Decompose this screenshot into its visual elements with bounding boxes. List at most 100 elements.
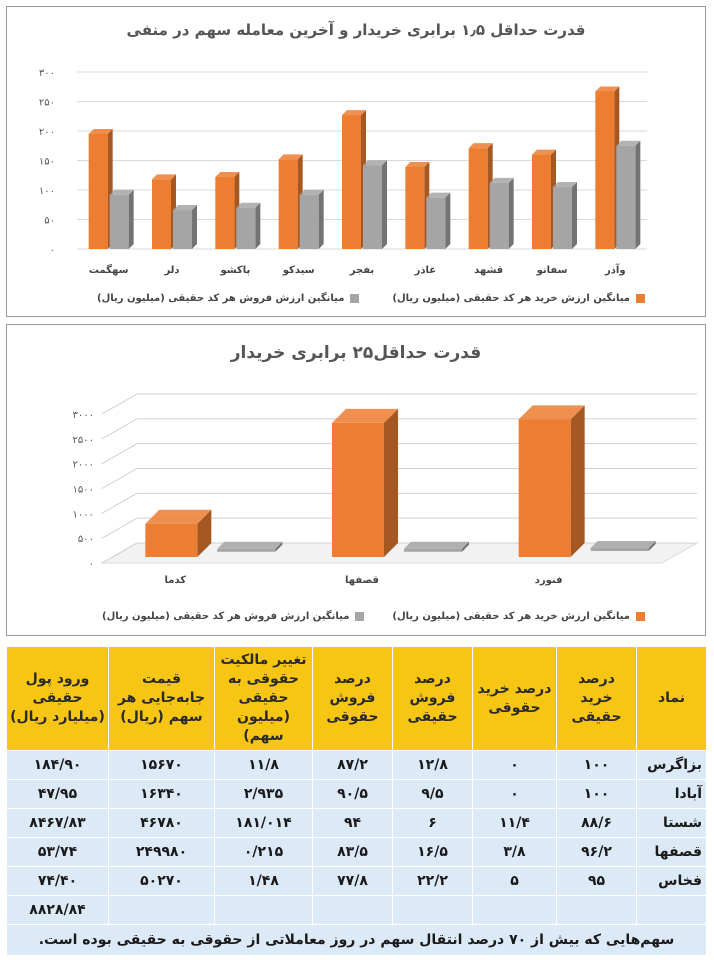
table-total-row: ۸۸۲۸/۸۴	[6, 895, 707, 925]
bar-sell-top	[299, 189, 324, 195]
cell: ۱۶۳۴۰	[108, 779, 215, 809]
header-ownership-change: تغییر مالکیت حقوقی به حقیقی (میلیون سهم)	[214, 646, 313, 751]
cell: ۴۷/۹۵	[6, 779, 109, 809]
bar-sell-side	[648, 541, 656, 552]
bar-sell-side	[445, 192, 451, 249]
chart-1-title: قدرت حداقل ۱٫۵ برابری خریدار و آخرین معا…	[126, 21, 586, 39]
header-individual-buy-percent: درصد خرید حقیقی	[556, 646, 637, 751]
cell-empty	[636, 895, 707, 925]
table-row: شستا ۸۸/۶ ۱۱/۴ ۶ ۹۴ ۱۸۱/۰۱۴ ۴۶۷۸۰ ۸۴۶۷/۸…	[6, 808, 707, 838]
bar-buy	[342, 115, 361, 249]
gridline-depth	[101, 443, 138, 465]
bar-buy	[215, 177, 235, 249]
bar-buy-top	[145, 509, 212, 524]
bar-buy-top	[405, 161, 430, 167]
x-category-label: وآذر	[604, 263, 626, 276]
bar-buy	[152, 179, 171, 249]
chart-2-legend-sell: میانگین ارزش فروش هر کد حقیقی (میلیون ری…	[102, 611, 365, 622]
cell: ۹۰/۵	[312, 779, 393, 809]
bar-sell-top	[173, 205, 197, 211]
bar-sell	[616, 145, 636, 249]
legend-label-buy: میانگین ارزش خرید هر کد حقیقی (میلیون ری…	[392, 293, 630, 304]
cell: ۱۸۱/۰۱۴	[214, 808, 313, 838]
bar-buy-side	[570, 405, 585, 557]
header-symbol: نماد	[636, 646, 707, 751]
chart-2-legend-buy: میانگین ارزش خرید هر کد حقیقی (میلیون ری…	[392, 611, 645, 622]
bar-sell-top	[217, 541, 283, 549]
bar-sell	[489, 182, 509, 249]
bar-sell-side	[508, 177, 514, 249]
cell: ۳/۸	[472, 837, 557, 867]
x-category-label: فنورد	[535, 575, 563, 586]
cell: ۵۳/۷۴	[6, 837, 109, 867]
bar-buy-top	[518, 405, 585, 420]
cell: ۷۷/۸	[312, 866, 393, 896]
cell-symbol: شستا	[636, 808, 707, 838]
bar-sell-side	[255, 202, 261, 249]
x-category-label: پاکشو	[219, 265, 250, 276]
cell: ۲۴۹۹۸۰	[108, 837, 215, 867]
cell: ۱۲/۸	[392, 750, 473, 780]
bar-sell	[426, 197, 446, 249]
cell: ۹۶/۲	[556, 837, 637, 867]
cell: ۰	[472, 779, 557, 809]
chart-1-legend-buy: میانگین ارزش خرید هر کد حقیقی (میلیون ری…	[392, 293, 645, 304]
cell-empty	[472, 895, 557, 925]
bar-buy	[88, 133, 108, 249]
legend-label-buy: میانگین ارزش خرید هر کد حقیقی (میلیون ری…	[392, 611, 630, 622]
header-money-inflow: ورود پول حقیقی (میلیارد ریال)	[6, 646, 109, 751]
cell: ۷۴/۴۰	[6, 866, 109, 896]
legend-swatch-buy	[636, 294, 645, 303]
table-header-row: نماد درصد خرید حقیقی درصد خرید حقوقی درص…	[6, 646, 707, 751]
cell: ۵۰۲۷۰	[108, 866, 215, 896]
cell: ۵	[472, 866, 557, 896]
bar-sell	[363, 165, 382, 249]
cell-symbol: آبادا	[636, 779, 707, 809]
chart-2-plot: ۰ ۵۰۰ ۱۰۰۰ ۱۵۰۰ ۲۰۰۰ ۲۵۰۰ ۳۰۰۰ کدما قصفها فنورد	[73, 393, 699, 586]
bar-sell	[217, 548, 276, 552]
bar-sell-side	[462, 541, 469, 552]
cell-empty	[312, 895, 393, 925]
cell-empty	[108, 895, 215, 925]
bar-sell-side	[192, 205, 197, 249]
bar-buy-top	[332, 408, 398, 423]
x-category-label: قصفها	[345, 575, 379, 586]
bar-sell-top	[590, 541, 656, 549]
bar-buy-top	[595, 86, 620, 92]
bar-buy-top	[342, 110, 366, 116]
cell: ۸۷/۲	[312, 750, 393, 780]
bar-sell-top	[489, 177, 514, 183]
bar-sell-top	[363, 160, 387, 166]
cell-empty	[556, 895, 637, 925]
bar-buy	[532, 154, 551, 249]
bar-sell	[299, 194, 319, 249]
transfer-table: نماد درصد خرید حقیقی درصد خرید حقوقی درص…	[6, 646, 707, 956]
cell-empty	[214, 895, 313, 925]
bar-sell	[590, 548, 649, 552]
bar-sell-side	[635, 140, 641, 249]
bar-sell-side	[128, 189, 134, 249]
legend-swatch-sell	[350, 294, 360, 303]
bar-sell-top	[109, 189, 134, 195]
bar-buy-top	[532, 149, 556, 155]
y-tick-label: ۱۰۰۰	[73, 509, 94, 520]
bar-buy	[595, 91, 615, 249]
chart-panel-2: قدرت حداقل۲۵ برابری خریدار ۰ ۵۰۰ ۱۰۰۰ ۱۵۰۰ ۲…	[6, 324, 706, 636]
bar-sell-top	[553, 182, 577, 188]
x-category-label: دلر	[163, 265, 179, 276]
cell: ۴۶۷۸۰	[108, 808, 215, 838]
cell: ۰/۲۱۵	[214, 837, 313, 867]
y-tick-label: ۵۰۰	[78, 534, 94, 545]
bar-buy-side	[384, 408, 398, 557]
cell: ۸۸/۶	[556, 808, 637, 838]
y-tick-label: ۱۵۰	[39, 157, 55, 168]
x-category-label: غاذر	[414, 265, 436, 276]
cell: ۹۴	[312, 808, 393, 838]
bar-buy-top	[278, 154, 303, 160]
x-category-label: قشهد	[474, 265, 503, 276]
cell-empty	[392, 895, 473, 925]
bar-buy	[332, 422, 384, 557]
cell: ۱۸۴/۹۰	[6, 750, 109, 780]
cell: ۱۱/۴	[472, 808, 557, 838]
bar-sell	[109, 194, 129, 249]
